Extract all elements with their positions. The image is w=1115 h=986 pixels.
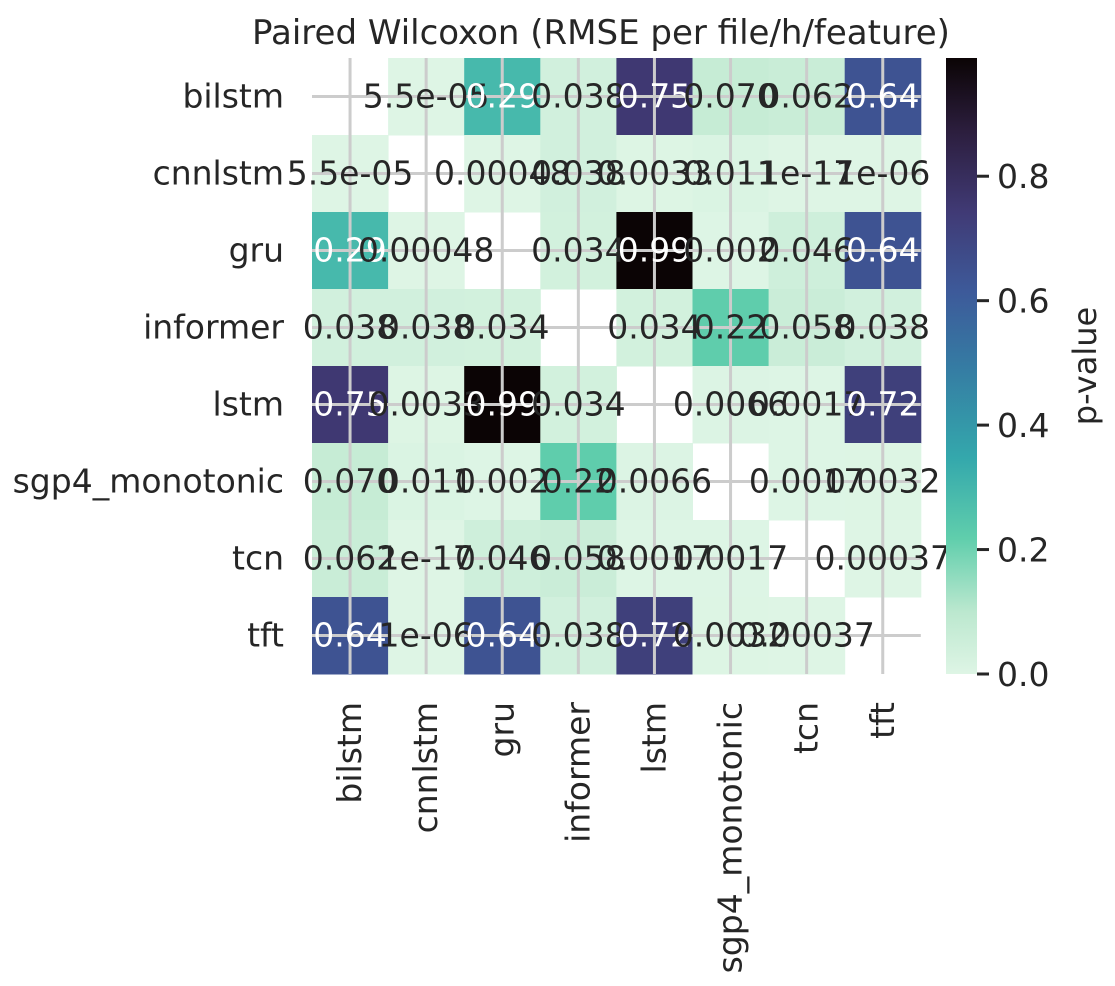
column-label: sgp4_monotonic bbox=[711, 702, 750, 973]
cell-annotation: 0.038 bbox=[303, 308, 397, 347]
row-labels: bilstm cnnlstm gru informer lstm sgp4_monoton… bbox=[13, 77, 285, 655]
cell-annotation: 5.5e-05 bbox=[287, 154, 414, 193]
cell-annotation: 0.00048 bbox=[358, 231, 494, 270]
heatmap-cells bbox=[312, 58, 922, 675]
cell-annotations: 5.5e-050.290.0380.750.0700.0620.645.5e-0… bbox=[287, 77, 951, 655]
cell-annotation: 0.29 bbox=[313, 231, 386, 270]
cell-annotation: 0.070 bbox=[683, 77, 777, 116]
cell-annotation: 0.99 bbox=[466, 385, 539, 424]
cell-annotation: 0.002 bbox=[683, 231, 777, 270]
cell-annotation: 0.038 bbox=[836, 308, 930, 347]
cell-annotation: 0.038 bbox=[531, 616, 625, 655]
colorbar-tick-label: 0.0 bbox=[997, 655, 1049, 694]
cell-annotation: 0.011 bbox=[683, 154, 777, 193]
row-label: sgp4_monotonic bbox=[13, 462, 284, 501]
cell-annotation: 0.038 bbox=[531, 154, 625, 193]
cell-annotation: 1e-06 bbox=[835, 154, 930, 193]
cell-annotation: 0.038 bbox=[531, 77, 625, 116]
cell-annotation: 0.070 bbox=[303, 462, 397, 501]
cell-annotation: 0.034 bbox=[531, 231, 625, 270]
cell-annotation: 0.0017 bbox=[597, 539, 712, 578]
cell-annotation: 0.011 bbox=[379, 462, 473, 501]
cell-annotation: 0.64 bbox=[466, 616, 539, 655]
colorbar-tick-label: 0.4 bbox=[997, 406, 1049, 445]
cell-annotation: 0.0017 bbox=[673, 539, 788, 578]
cell-annotation: 0.29 bbox=[466, 77, 539, 116]
cell-annotation: 0.0017 bbox=[749, 385, 864, 424]
cell-annotation: 0.038 bbox=[379, 308, 473, 347]
cell-annotation: 0.034 bbox=[531, 385, 625, 424]
cell-annotation: 0.002 bbox=[455, 462, 549, 501]
chart-title: Paired Wilcoxon (RMSE per file/h/feature… bbox=[252, 13, 950, 53]
colorbar: 0.0 0.2 0.4 0.6 0.8 p-value bbox=[946, 58, 1104, 694]
column-label: tft bbox=[863, 702, 902, 739]
colorbar-tick-label: 0.8 bbox=[997, 157, 1049, 196]
cell-annotation: 0.72 bbox=[618, 616, 691, 655]
cell-annotation: 0.00037 bbox=[738, 616, 874, 655]
cell-annotation: 0.72 bbox=[846, 385, 919, 424]
cell-annotation: 0.0032 bbox=[825, 462, 940, 501]
cell-annotation: 0.0033 bbox=[597, 154, 712, 193]
cell-annotation: 0.046 bbox=[455, 539, 549, 578]
cell-annotation: 0.058 bbox=[759, 308, 853, 347]
cell-annotation: 0.034 bbox=[455, 308, 549, 347]
row-label: bilstm bbox=[182, 77, 284, 116]
colorbar-tick-label: 0.6 bbox=[997, 282, 1049, 321]
colorbar-ticks: 0.0 0.2 0.4 0.6 0.8 bbox=[977, 157, 1049, 694]
column-label: gru bbox=[482, 702, 521, 757]
column-labels: bilstm cnnlstm gru informer lstm sgp4_monoton… bbox=[330, 702, 902, 974]
cell-annotation: 0.058 bbox=[531, 539, 625, 578]
cell-annotation: 0.64 bbox=[313, 616, 386, 655]
cell-annotation: 0.0033 bbox=[368, 385, 483, 424]
cell-annotation: 1e-17 bbox=[759, 154, 854, 193]
column-label: tcn bbox=[787, 702, 826, 754]
cell-annotation: 0.00037 bbox=[815, 539, 951, 578]
cell-annotation: 0.22 bbox=[542, 462, 615, 501]
cell-annotation: 0.034 bbox=[607, 308, 701, 347]
cell-annotation: 0.22 bbox=[694, 308, 767, 347]
column-label: bilstm bbox=[330, 702, 369, 804]
column-label: cnnlstm bbox=[406, 702, 445, 833]
colorbar-label: p-value bbox=[1066, 307, 1104, 425]
column-label: informer bbox=[558, 702, 597, 843]
cell-annotation: 0.046 bbox=[759, 231, 853, 270]
cell-annotation: 1e-06 bbox=[379, 616, 474, 655]
row-label: tft bbox=[247, 616, 284, 655]
column-label: lstm bbox=[634, 702, 673, 773]
cell-annotation: 0.0066 bbox=[597, 462, 712, 501]
cell-annotation: 0.062 bbox=[303, 539, 397, 578]
colorbar-tick-label: 0.2 bbox=[997, 531, 1049, 570]
colorbar-gradient bbox=[946, 58, 977, 674]
row-label: gru bbox=[229, 231, 284, 270]
cell-annotation: 0.64 bbox=[846, 231, 919, 270]
cell-annotation: 5.5e-05 bbox=[363, 77, 490, 116]
cell-annotation: 0.0017 bbox=[749, 462, 864, 501]
grid-lines bbox=[312, 58, 921, 674]
row-label: tcn bbox=[232, 539, 284, 578]
row-label: cnnlstm bbox=[153, 154, 284, 193]
row-label: informer bbox=[143, 308, 284, 347]
cell-annotation: 0.0066 bbox=[673, 385, 788, 424]
row-label: lstm bbox=[213, 385, 284, 424]
cell-annotation: 0.64 bbox=[846, 77, 919, 116]
cell-annotation: 0.75 bbox=[618, 77, 691, 116]
cell-annotation: 0.00048 bbox=[434, 154, 570, 193]
cell-annotation: 0.99 bbox=[618, 231, 691, 270]
cell-annotation: 1e-17 bbox=[379, 539, 474, 578]
cell-annotation: 0.75 bbox=[313, 385, 386, 424]
cell-annotation: 0.0032 bbox=[673, 616, 788, 655]
cell-annotation: 0.062 bbox=[759, 77, 853, 116]
